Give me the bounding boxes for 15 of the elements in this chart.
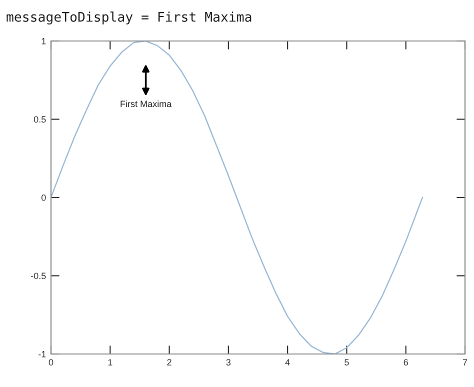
- y-tick-label: -0.5: [30, 272, 46, 280]
- chart-title: messageToDisplay = First Maxima: [6, 12, 252, 24]
- x-tick-label: 6: [404, 359, 408, 366]
- annotation: First Maxima: [120, 100, 172, 108]
- x-tick-label: 4: [285, 359, 290, 366]
- y-tick-label: 1: [42, 38, 46, 44]
- y-tick-label: 0.5: [34, 116, 46, 123]
- x-tick-label: 3: [226, 359, 231, 366]
- x-tick-label: 0: [48, 359, 54, 366]
- x-tick-label: 5: [344, 359, 349, 366]
- x-tick-label: 7: [462, 359, 468, 366]
- x-tick-label: 1: [108, 359, 112, 366]
- y-tick-label: 0: [41, 194, 46, 201]
- x-tick-label: 2: [167, 359, 172, 366]
- y-tick-label: -1: [38, 351, 46, 358]
